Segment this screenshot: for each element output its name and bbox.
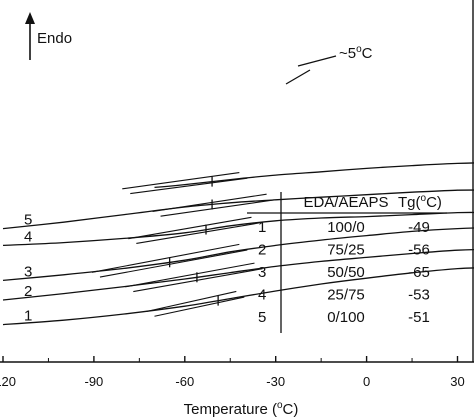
composition-table: EDA/AEAPS Tg(oC) 1 100/0 -49 2 75/25 -56 3 50/5… [247,192,447,333]
curve-4 [2,211,474,247]
endo-arrow-head-icon [25,12,35,24]
curve-label-1: 1 [24,308,32,325]
tangent-upper-4 [152,193,267,213]
tangent-upper-2 [91,243,240,273]
table-cell-composition: 100/0 [327,219,365,236]
curves [2,162,474,326]
table-cell-sample: 2 [258,242,266,259]
x-axis-title: Temperature (oC) [184,400,299,418]
tangent-lower-4 [160,199,275,217]
x-tick-label-3: -30 [266,374,285,389]
table-cell-composition: 50/50 [327,264,365,281]
endo-indicator: Endo [25,12,72,60]
tangent-upper-3 [128,216,252,240]
curve-3 [2,227,474,282]
table-cell-tg: -49 [408,219,430,236]
axes [0,0,474,363]
tangent-lower-0 [154,296,245,317]
table-rows: 1 100/0 -49 2 75/25 -56 3 50/50 -65 4 25/75 -53 5 0/1… [258,219,430,326]
table-header-composition: EDA/AEAPS [303,194,388,211]
table-cell-sample: 1 [258,219,266,236]
x-tick-label-4: 0 [363,374,370,389]
table-cell-composition: 25/75 [327,287,365,304]
curve-5 [2,189,474,230]
x-tick-label-0: -120 [0,374,16,389]
curve-label-4: 4 [24,228,32,245]
curve-2 [2,248,474,301]
endo-label: Endo [37,30,72,47]
curve-label-5: 5 [24,212,32,229]
tangent-lower-1 [133,268,263,293]
table-cell-tg: -51 [408,309,430,326]
table-cell-sample: 5 [258,309,266,326]
x-tick-label-2: -60 [175,374,194,389]
x-tick-label-5: 30 [450,374,464,389]
curve-labels: 1 2 3 45 [24,212,32,325]
tangent-lower-5 [130,177,248,195]
annotation-tick-1 [297,55,337,67]
tangent-upper-0 [146,290,237,313]
table-cell-composition: 75/25 [327,242,365,259]
table-cell-sample: 4 [258,287,266,304]
curve-label-2: 2 [24,283,32,300]
table-cell-composition: 0/100 [327,309,365,326]
curve-label-3: 3 [24,263,32,280]
tangent-lower-3 [136,222,260,244]
tangent-lower-2 [99,249,248,278]
curve-1 [2,267,474,326]
annotation-text: ~5oC [339,44,373,62]
table-cell-sample: 3 [258,264,266,281]
curve-top [154,162,474,189]
x-ticks: -120-90-60-3003060 [0,356,465,389]
annotation-tick-2 [285,69,311,85]
table-cell-tg: -53 [408,287,430,304]
table-header-tg: Tg(oC) [398,193,442,211]
table-cell-tg: -65 [408,264,430,281]
table-cell-tg: -56 [408,242,430,259]
annotation-5c: ~5oC [285,44,373,85]
tangent-upper-5 [122,171,240,190]
x-tick-label-1: -90 [85,374,104,389]
tangent-upper-1 [125,262,255,288]
tangent-lines [91,171,275,317]
